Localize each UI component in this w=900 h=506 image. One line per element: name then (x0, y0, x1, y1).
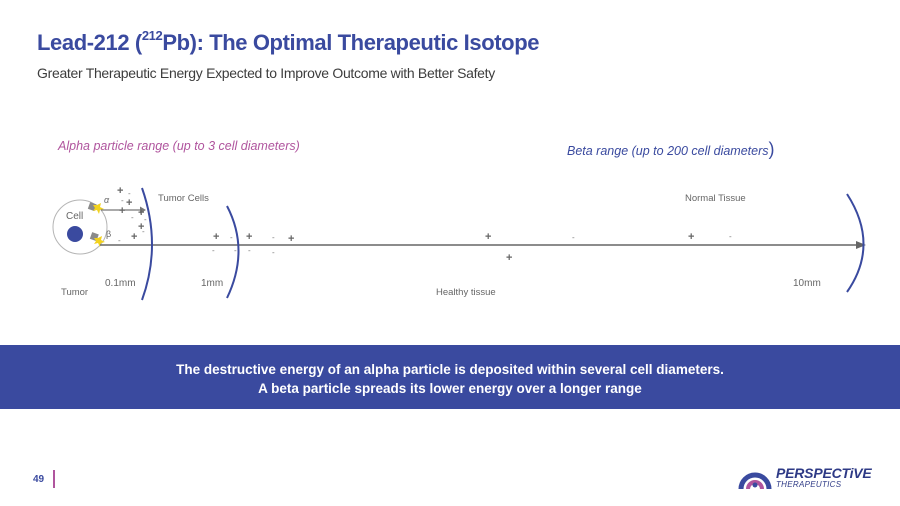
particle-range-diagram: Cell α β Tumor Cells Normal Tissue Tumor… (52, 185, 866, 301)
plus-mark: + (131, 231, 137, 243)
minus-mark: - (272, 233, 275, 242)
minus-mark: - (212, 246, 215, 255)
minus-mark: - (121, 196, 124, 205)
cell-nucleus (67, 226, 83, 242)
plus-mark: + (246, 231, 252, 243)
plus-mark: + (288, 233, 294, 245)
title-prefix: Lead-212 ( (37, 30, 142, 55)
minus-mark: - (131, 213, 134, 222)
plus-mark: + (117, 185, 123, 197)
title-superscript: 212 (141, 28, 163, 43)
ten-mm-boundary-arc (846, 193, 865, 293)
cell-label: Cell (66, 211, 83, 222)
beta-range-text: Beta range (up to 200 cell diameters (567, 144, 769, 158)
beta-spark-icon (94, 236, 105, 247)
alpha-symbol: α (104, 195, 110, 205)
minus-mark: - (144, 215, 147, 224)
alpha-arrowhead (140, 206, 146, 214)
minus-mark: - (272, 248, 275, 257)
tumor-boundary-arc (141, 187, 153, 301)
alpha-range-label: Alpha particle range (up to 3 cell diame… (58, 139, 300, 153)
plus-mark: + (688, 231, 694, 243)
minus-mark: - (128, 189, 131, 198)
plus-mark: + (485, 231, 491, 243)
page-number: 49 (33, 474, 45, 485)
plus-mark: + (138, 221, 144, 233)
minus-mark: - (230, 233, 233, 242)
page-subtitle: Greater Therapeutic Energy Expected to I… (37, 65, 495, 81)
plus-mark: + (506, 252, 512, 264)
logo-name: PERSPECTiVE (776, 465, 872, 481)
plus-mark: + (138, 207, 144, 219)
beta-symbol: β (106, 229, 111, 239)
plus-mark: + (213, 231, 219, 243)
beta-range-close: ) (768, 139, 775, 159)
distance-label-0-1mm: 0.1mm (105, 278, 136, 289)
banner-line-2: A beta particle spreads its lower energy… (258, 381, 642, 396)
plus-mark: + (119, 205, 125, 217)
page-number-divider (53, 470, 55, 488)
one-mm-boundary-arc (226, 205, 240, 299)
minus-mark: - (118, 236, 121, 245)
logo-subtitle: THERAPEUTICS (776, 480, 842, 489)
company-logo: PERSPECTiVE THERAPEUTICS (738, 462, 878, 492)
cell-outline (52, 199, 108, 255)
plus-mark: + (126, 197, 132, 209)
minus-mark: - (572, 233, 575, 242)
beta-range-label: Beta range (up to 200 cell diameters) (567, 139, 775, 160)
page-title: Lead-212 (212Pb): The Optimal Therapeuti… (37, 28, 540, 56)
banner-line-1: The destructive energy of an alpha parti… (176, 362, 724, 377)
tumor-cells-label: Tumor Cells (158, 193, 209, 204)
minus-mark: - (248, 246, 251, 255)
range-axis-arrowhead (856, 241, 866, 249)
title-suffix: Pb): The Optimal Therapeutic Isotope (162, 30, 540, 55)
alpha-range-text: Alpha particle range (up to 3 cell diame… (58, 139, 296, 153)
perspective-logo-icon (738, 472, 772, 490)
normal-tissue-label: Normal Tissue (685, 193, 746, 204)
distance-label-1mm: 1mm (201, 278, 223, 289)
tumor-label: Tumor (61, 287, 88, 298)
minus-mark: - (729, 232, 732, 241)
healthy-tissue-label: Healthy tissue (436, 287, 496, 298)
summary-banner: The destructive energy of an alpha parti… (0, 345, 900, 409)
minus-mark: - (142, 227, 145, 236)
alpha-spark-icon (93, 203, 104, 214)
distance-label-10mm: 10mm (793, 278, 821, 289)
alpha-range-close: ) (295, 139, 300, 153)
minus-mark: - (234, 246, 237, 255)
